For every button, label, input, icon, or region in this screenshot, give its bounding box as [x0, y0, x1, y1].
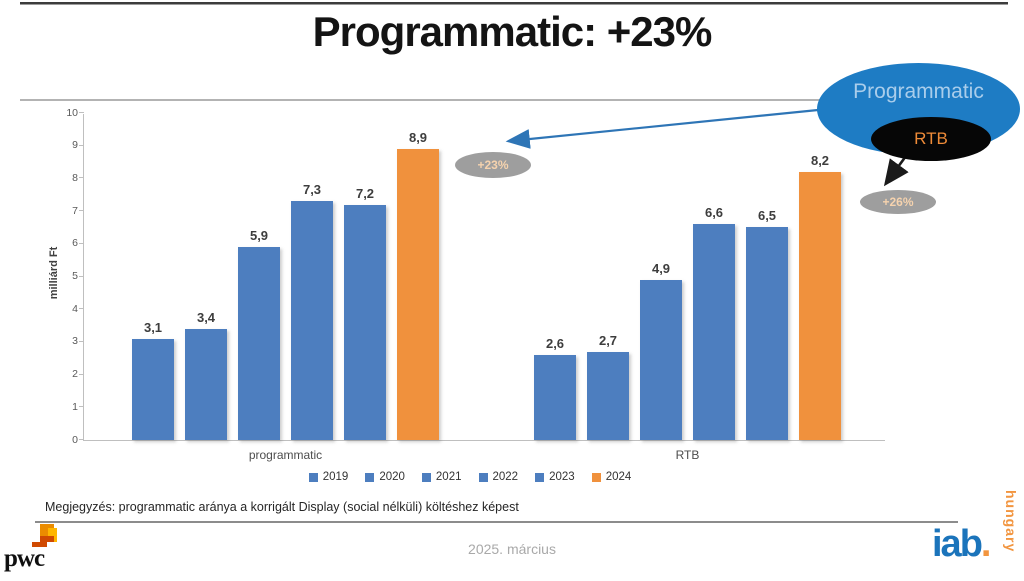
- category-label-programmatic: programmatic: [248, 448, 323, 462]
- y-tick-mark: [79, 177, 84, 179]
- programmatic-bubble-label: Programmatic: [853, 80, 984, 103]
- bar-programmatic-2023: 7,2: [344, 186, 386, 440]
- y-tick-label: 10: [66, 106, 78, 119]
- y-tick-label: 7: [72, 204, 78, 217]
- legend-swatch: [421, 472, 431, 482]
- bar-RTB-2019: 2,6: [534, 336, 576, 440]
- plot-area: 0 1 2 3 4 5 6 7 8 9 10 3,1 3,4 5,9 7,3 7,2 8,9 2,6 2,7 4,9…: [66, 107, 885, 462]
- y-tick-mark: [79, 210, 84, 212]
- bar-value-label: 2,6: [545, 336, 565, 351]
- iab-logo-letters: iab: [932, 523, 983, 565]
- bar-RTB-2020: 2,7: [587, 333, 629, 440]
- chart-legend: 2019 2020 2021 2022 2023 2024: [0, 471, 940, 483]
- legend-item-2023: 2023: [535, 471, 575, 483]
- y-tick-label: 4: [72, 302, 78, 315]
- legend-swatch: [308, 472, 318, 482]
- iab-logo-dot: .: [980, 523, 991, 565]
- footnote: Megjegyzés: programmatic aránya a korrig…: [45, 500, 519, 514]
- legend-swatch: [591, 472, 601, 482]
- y-tick-label: 8: [72, 171, 78, 184]
- legend-item-2024: 2024: [591, 471, 632, 483]
- legend-item-2019: 2019: [308, 471, 349, 483]
- legend-label: 2020: [379, 471, 405, 483]
- page-title: Programmatic: +23%: [312, 8, 713, 55]
- bar-value-label: 5,9: [249, 228, 269, 243]
- legend-label: 2019: [322, 471, 349, 483]
- y-tick-mark: [79, 242, 84, 244]
- bar-value-label: 6,6: [704, 205, 724, 220]
- y-tick-label: 2: [72, 368, 78, 381]
- legend-label: 2021: [435, 471, 462, 483]
- bar-group-programmatic: 3,1 3,4 5,9 7,3 7,2 8,9: [132, 130, 439, 440]
- y-tick-mark: [79, 112, 84, 113]
- y-tick-mark: [79, 373, 84, 375]
- iab-logo-text: iab.: [932, 523, 991, 565]
- y-tick-mark: [79, 308, 84, 310]
- legend-label: 2023: [549, 471, 575, 483]
- legend-swatch: [365, 472, 375, 482]
- bar-value-label: 2,7: [598, 333, 618, 348]
- footer-divider: [35, 521, 958, 523]
- legend-item-2021: 2021: [421, 471, 462, 483]
- pwc-logo: pwc: [4, 521, 74, 575]
- bar-programmatic-2020: 3,4: [185, 310, 227, 440]
- bar-RTB-2021: 4,9: [640, 261, 682, 440]
- bar-RTB-2024: 8,2: [799, 153, 841, 440]
- rtb-change-badge: +26%: [860, 190, 936, 214]
- bar-programmatic-2024: 8,9: [397, 130, 439, 440]
- y-tick-mark: [79, 340, 84, 342]
- bar-programmatic-2022: 7,3: [291, 182, 333, 440]
- y-tick-mark: [79, 406, 84, 408]
- iab-logo-hungary-text: hungary: [1003, 490, 1019, 553]
- bar-value-label: 3,1: [143, 320, 163, 335]
- y-tick-label: 9: [72, 139, 78, 152]
- legend-swatch: [478, 472, 488, 482]
- y-tick-label: 0: [72, 433, 78, 446]
- y-tick-label: 1: [72, 400, 78, 413]
- bar-RTB-2022: 6,6: [693, 205, 735, 440]
- y-tick-mark: [79, 275, 84, 277]
- y-tick-label: 3: [72, 335, 78, 348]
- arrow-to-rtb-badge: [883, 155, 909, 187]
- footer-date: 2025. március: [468, 541, 556, 557]
- legend-item-2020: 2020: [365, 471, 405, 483]
- y-tick-mark: [79, 439, 84, 440]
- bar-value-label: 3,4: [196, 310, 216, 325]
- legend-swatch: [535, 472, 545, 482]
- legend-label: 2024: [605, 471, 632, 483]
- pwc-logo-text: pwc: [4, 545, 45, 572]
- y-tick-label: 5: [72, 270, 78, 282]
- bar-RTB-2023: 6,5: [746, 208, 788, 440]
- y-tick-mark: [79, 144, 84, 146]
- legend-label: 2022: [492, 471, 519, 483]
- bar-value-label: 8,9: [408, 130, 428, 145]
- pwc-logo-mark-icon: [32, 524, 57, 547]
- bar-programmatic-2019: 3,1: [132, 320, 174, 440]
- rtb-bubble: RTB: [871, 117, 991, 161]
- bar-value-label: 6,5: [757, 208, 777, 223]
- bar-value-label: 7,2: [355, 186, 375, 201]
- category-label-RTB: RTB: [675, 448, 700, 462]
- bar-programmatic-2021: 5,9: [238, 228, 280, 440]
- bar-value-label: 8,2: [810, 153, 830, 168]
- bar-value-label: 7,3: [302, 182, 322, 197]
- top-divider: [20, 2, 1008, 5]
- y-tick-label: 6: [72, 237, 78, 250]
- title-divider: [20, 99, 1008, 101]
- rtb-bubble-label: RTB: [914, 129, 948, 148]
- bar-value-label: 4,9: [651, 261, 671, 276]
- legend-item-2022: 2022: [478, 471, 519, 483]
- bar-group-RTB: 2,6 2,7 4,9 6,6 6,5 8,2: [534, 153, 841, 440]
- programmatic-change-badge: +23%: [455, 152, 531, 178]
